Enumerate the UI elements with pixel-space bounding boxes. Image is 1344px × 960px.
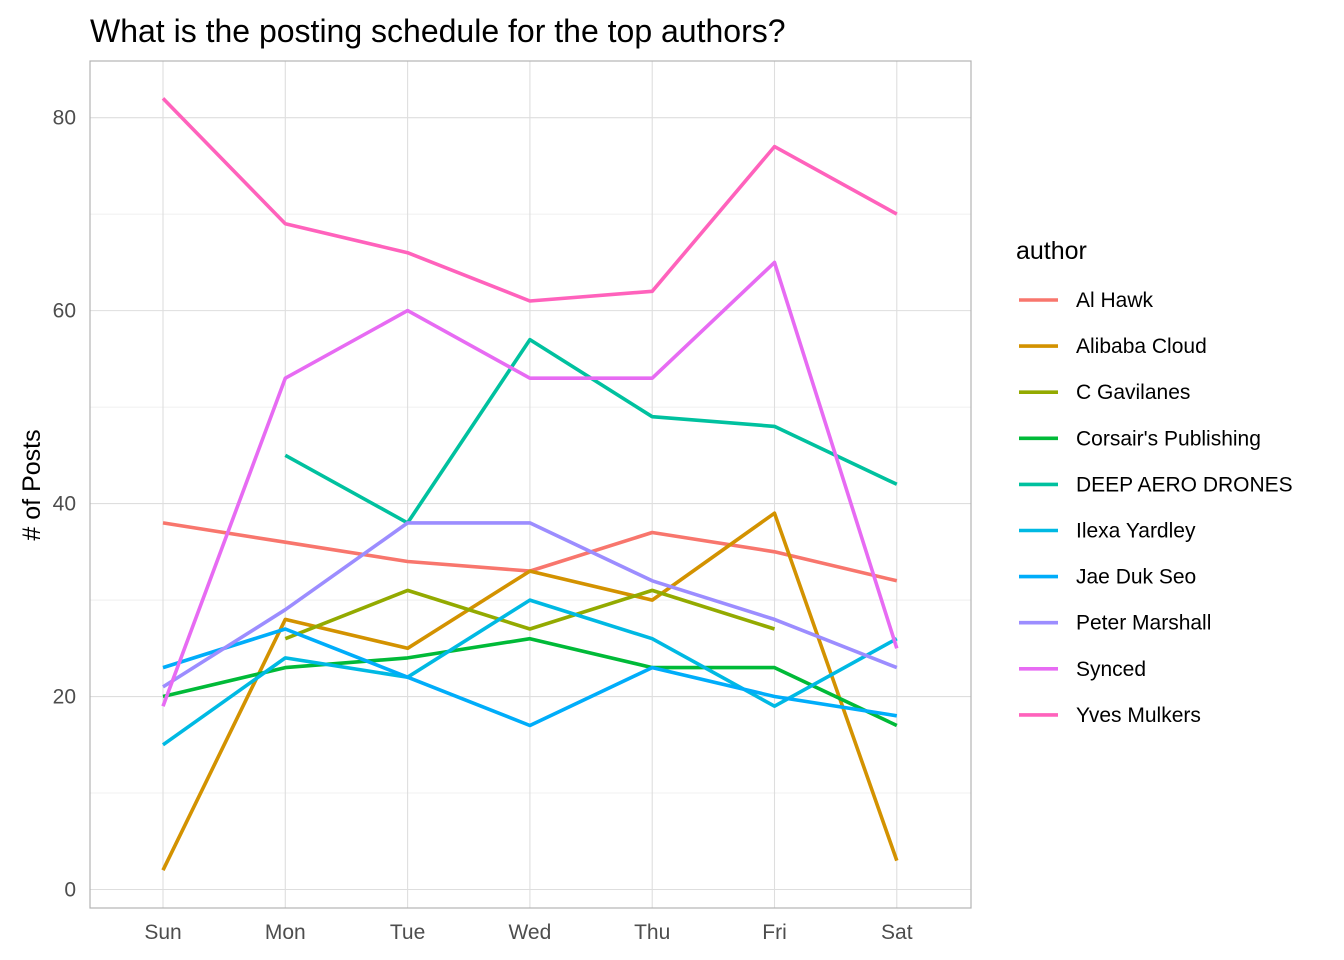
legend-label: Peter Marshall xyxy=(1076,612,1211,635)
x-tick-label: Fri xyxy=(762,921,787,944)
series-line xyxy=(162,636,898,728)
x-tick-label: Sun xyxy=(144,921,181,944)
y-tick-label: 60 xyxy=(53,300,76,323)
x-tick-label: Mon xyxy=(265,921,306,944)
y-tick-label: 20 xyxy=(53,686,76,709)
legend-title: author xyxy=(1016,237,1087,265)
y-axis-title: # of Posts xyxy=(18,429,46,540)
series-line xyxy=(161,97,898,303)
legend-label: Alibaba Cloud xyxy=(1076,335,1207,358)
series-line xyxy=(161,511,899,871)
series-line xyxy=(284,588,776,641)
x-tick-label: Tue xyxy=(390,921,425,944)
series-line xyxy=(162,627,898,728)
x-tick-label: Wed xyxy=(508,921,551,944)
legend-label: Corsair's Publishing xyxy=(1076,427,1261,450)
plot-panel-border xyxy=(89,60,972,909)
legend-label: C Gavilanes xyxy=(1076,381,1190,404)
minor-gridlines xyxy=(90,213,971,794)
legend-label: Synced xyxy=(1076,658,1146,681)
series-lines xyxy=(161,97,899,871)
series-line xyxy=(161,260,899,707)
legend-label: Ilexa Yardley xyxy=(1076,520,1196,543)
legend-label: DEEP AERO DRONES xyxy=(1076,473,1293,496)
x-axis-ticks: Sun Mon Tue Wed Thu Fri Sat xyxy=(144,921,912,944)
x-tick-label: Thu xyxy=(634,921,670,944)
legend: Al Hawk Alibaba Cloud C Gavilanes Corsair's… xyxy=(1019,289,1293,727)
y-tick-label: 40 xyxy=(53,493,76,516)
series-line xyxy=(162,521,898,689)
legend-label: Yves Mulkers xyxy=(1076,704,1201,727)
y-tick-label: 80 xyxy=(53,107,76,130)
legend-label: Al Hawk xyxy=(1076,289,1154,312)
chart-title: What is the posting schedule for the top… xyxy=(90,13,786,49)
series-line xyxy=(284,337,898,525)
major-gridlines xyxy=(90,61,971,908)
y-tick-label: 0 xyxy=(64,879,76,902)
series-line xyxy=(161,598,898,747)
y-axis-ticks: 0 20 40 60 80 xyxy=(53,107,76,902)
legend-label: Jae Duk Seo xyxy=(1076,566,1196,589)
x-tick-label: Sat xyxy=(881,921,913,944)
